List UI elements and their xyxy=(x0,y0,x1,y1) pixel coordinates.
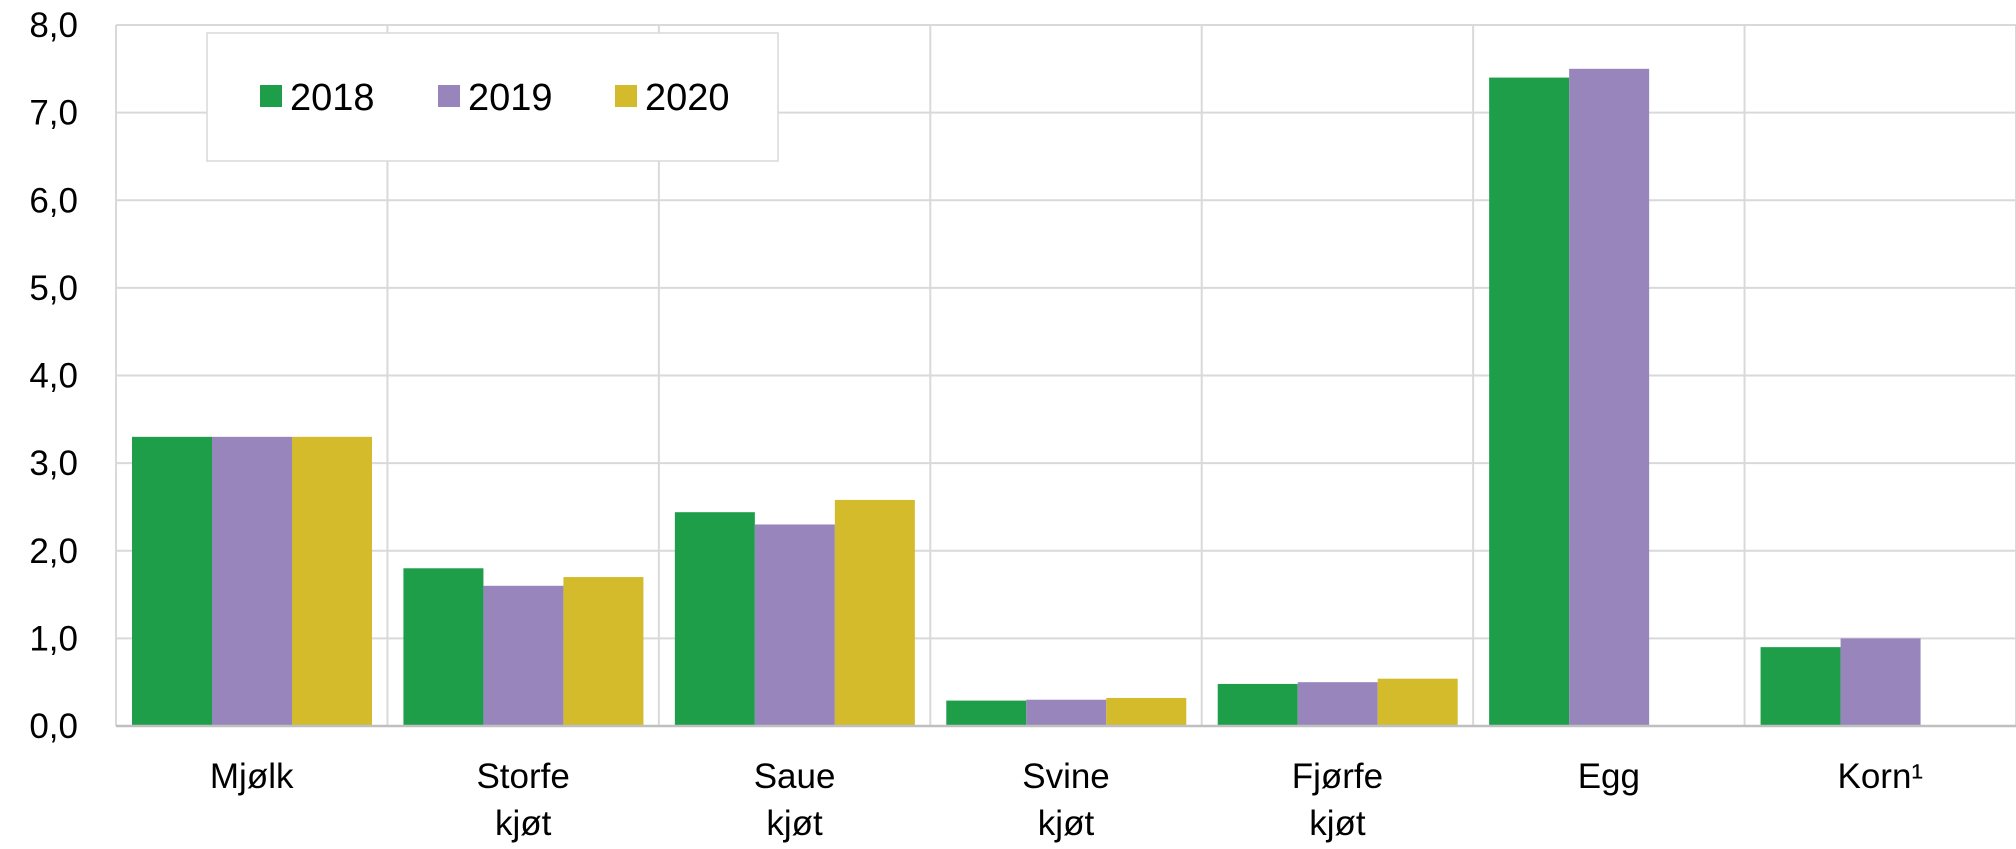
y-tick-label: 7,0 xyxy=(29,94,78,133)
bar-2018 xyxy=(132,436,212,726)
bar-2020 xyxy=(563,577,644,726)
legend-label-2019: 2019 xyxy=(468,77,553,119)
y-tick-label: 6,0 xyxy=(29,181,78,220)
bar-2020 xyxy=(292,436,372,726)
bar-2018 xyxy=(1217,683,1298,726)
x-category-label: Svine xyxy=(1022,757,1110,796)
bar-2019 xyxy=(754,524,835,726)
x-category-label: kjøt xyxy=(1038,804,1095,843)
x-category-label: kjøt xyxy=(766,804,823,843)
y-tick-label: 0,0 xyxy=(29,707,78,746)
x-category-label: Egg xyxy=(1578,757,1640,796)
bar-2018 xyxy=(674,512,755,726)
legend: 2018 2019 2020 xyxy=(206,32,779,162)
legend-label-2018: 2018 xyxy=(290,77,375,119)
bar-2019 xyxy=(1297,682,1378,726)
bar-2019 xyxy=(1840,638,1921,726)
x-category-label: Storfe xyxy=(476,757,569,796)
x-category-label: Saue xyxy=(754,757,836,796)
legend-swatch-2019 xyxy=(438,85,460,107)
y-tick-label: 2,0 xyxy=(29,532,78,571)
y-tick-labels: 0,0 1,0 2,0 3,0 4,0 5,0 6,0 7,0 8,0 xyxy=(29,6,78,746)
y-tick-label: 1,0 xyxy=(29,619,78,658)
x-category-label: kjøt xyxy=(495,804,552,843)
bar-2020 xyxy=(1377,678,1458,726)
x-category-label: kjøt xyxy=(1309,804,1366,843)
bar-2018 xyxy=(403,568,484,726)
bar-2018 xyxy=(946,700,1027,726)
x-category-label: Fjørfe xyxy=(1292,757,1383,796)
legend-swatch-2020 xyxy=(615,85,637,107)
bar-2020 xyxy=(834,499,915,726)
x-category-label: Korn¹ xyxy=(1837,757,1923,796)
x-category-label: Mjølk xyxy=(210,757,294,796)
bar-2019 xyxy=(1569,68,1650,726)
legend-swatch-2018 xyxy=(260,85,282,107)
y-tick-label: 8,0 xyxy=(29,6,78,45)
y-tick-label: 5,0 xyxy=(29,269,78,308)
bar-2019 xyxy=(483,585,564,726)
bar-2018 xyxy=(1760,647,1841,726)
legend-label-2020: 2020 xyxy=(645,77,730,119)
y-tick-label: 4,0 xyxy=(29,357,78,396)
bar-2020 xyxy=(1106,697,1187,726)
x-category-labels: Mjølk Storfe kjøt Saue kjøt Svine kjøt Fjørfe kj… xyxy=(210,757,1923,843)
bar-2019 xyxy=(1026,699,1107,726)
bars xyxy=(132,68,1921,726)
legend-box xyxy=(206,32,779,162)
y-tick-label: 3,0 xyxy=(29,444,78,483)
bar-2018 xyxy=(1489,77,1570,726)
bar-2019 xyxy=(212,436,292,726)
